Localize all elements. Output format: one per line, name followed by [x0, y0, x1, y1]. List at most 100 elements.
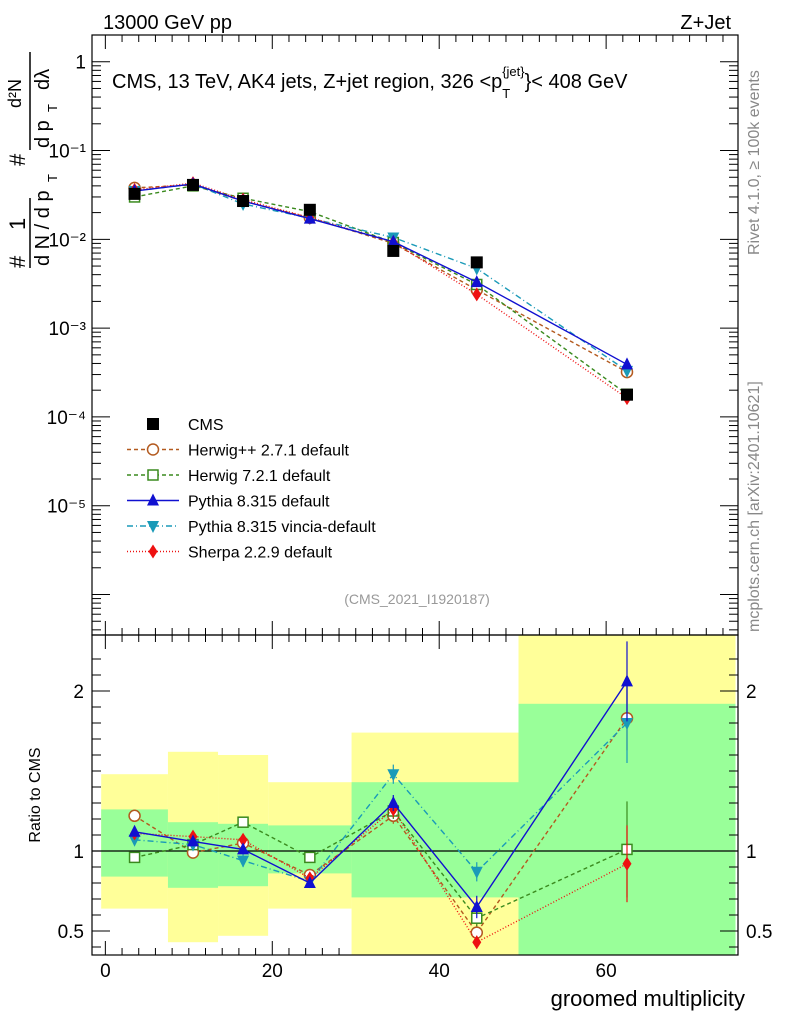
point-cms: [186, 178, 199, 191]
ratio-point-pythia: [128, 824, 141, 837]
point-pythia: [470, 275, 483, 288]
point-cms: [303, 203, 316, 216]
series-herwigpp: [128, 178, 634, 379]
point-pythia: [303, 211, 316, 224]
ratio-y-tick-label-right: 2: [746, 682, 757, 703]
ratio-panel: Ratio to CMS groomed multiplicity 0.5 0.5…: [27, 635, 772, 1011]
legend-marker-herwigpp: [146, 443, 160, 456]
ratio-point-herwig7: [128, 851, 141, 864]
ratio-point-herwigpp: [128, 809, 141, 823]
legend-item-vincia: Pythia 8.315 vincia-default: [127, 519, 376, 536]
header-right: Z+Jet: [680, 12, 731, 34]
series-pythia: [128, 176, 633, 370]
legend-marker-pythia: [147, 493, 159, 506]
y-tick-label: 10⁻²: [49, 230, 87, 251]
series-sherpa: [130, 176, 632, 406]
ratio-y-tick-label-right: 1: [746, 842, 757, 863]
xlabel: groomed multiplicity: [551, 986, 745, 1011]
point-cms: [470, 256, 483, 269]
main-ylabel: # 1 d N / d p T # d²N d p T dλ: [5, 52, 60, 268]
ylabel-t-sub-2: T: [45, 104, 60, 112]
ratio-ylabel: Ratio to CMS: [27, 747, 44, 842]
ratio-point-vincia: [387, 769, 400, 782]
legend-item-pythia: Pythia 8.315 default: [127, 493, 330, 511]
ratio-y-tick-label: 1: [73, 842, 84, 863]
ylabel-one: 1: [5, 218, 30, 230]
ylabel-dpt: d p: [32, 120, 54, 148]
uncertainty-band-inner: [351, 782, 519, 898]
legend-item-herwigpp: Herwig++ 2.7.1 default: [127, 443, 350, 460]
legend-item-herwig7: Herwig 7.2.1 default: [127, 468, 331, 485]
legend-label-herwigpp: Herwig++ 2.7.1 default: [188, 443, 350, 460]
ratio-point-herwig7: [304, 851, 316, 864]
ratio-point-vincia: [128, 834, 141, 847]
legend-label-pythia: Pythia 8.315 default: [188, 494, 330, 511]
series-vincia: [128, 178, 633, 378]
point-pythia: [620, 357, 633, 370]
ylabel-hash-2: #: [5, 153, 30, 166]
mcplots-label: mcplots.cern.ch [arXiv:2401.10621]: [746, 381, 763, 632]
point-sherpa: [472, 287, 482, 302]
legend-marker-sherpa: [148, 544, 158, 559]
ratio-point-herwig7: [237, 816, 249, 828]
point-pythia: [387, 234, 400, 247]
point-cms: [128, 187, 141, 200]
uncertainty-band-inner: [268, 825, 352, 874]
ratio-point-pythia: [237, 842, 250, 855]
series-line-sherpa: [134, 182, 628, 399]
ylabel-dlambda: dλ: [32, 69, 54, 90]
legend: CMS Herwig++ 2.7.1 default Herwig 7.2.1 de…: [127, 417, 376, 562]
legend-item-cms: CMS: [147, 417, 224, 434]
point-cms: [620, 388, 633, 401]
ratio-y-tick-label: 0.5: [58, 922, 84, 943]
ratio-y-tick-label-right: 0.5: [746, 922, 772, 943]
point-cms: [237, 195, 250, 208]
legend-marker-herwig7: [147, 469, 159, 481]
main-title: CMS, 13 TeV, AK4 jets, Z+jet region, 326…: [112, 64, 628, 101]
legend-item-sherpa: Sherpa 2.2.9 default: [127, 544, 333, 562]
ratio-series-pythia: [128, 641, 633, 919]
ylabel-dn: d N / d p: [32, 190, 54, 266]
ylabel-t-sub: T: [45, 174, 60, 182]
y-tick-label: 10⁻⁵: [47, 497, 86, 518]
ratio-point-sherpa: [472, 935, 482, 950]
ratio-point-pythia: [470, 900, 483, 912]
legend-label-vincia: Pythia 8.315 vincia-default: [188, 519, 376, 536]
series-herwig7: [128, 180, 633, 401]
series-line-pythia: [134, 183, 628, 366]
point-cms: [387, 244, 400, 257]
ratio-frame: [91, 634, 739, 956]
legend-label-herwig7: Herwig 7.2.1 default: [188, 468, 331, 485]
ratio-point-pythia: [620, 674, 633, 687]
legend-label-cms: CMS: [188, 417, 224, 434]
x-tick-label: 40: [429, 961, 450, 982]
x-tick-label: 20: [262, 961, 283, 982]
header-left: 13000 GeV pp: [103, 12, 232, 34]
ylabel-hash-1: #: [5, 255, 30, 268]
ratio-point-pythia: [186, 834, 199, 847]
ylabel-d2n: d²N: [5, 79, 25, 108]
ratio-point-sherpa: [622, 856, 632, 871]
series-cms: [128, 178, 633, 401]
ratio-point-vincia: [620, 718, 633, 730]
y-tick-label: 10⁻⁴: [47, 408, 86, 429]
series-line-herwigpp: [134, 184, 628, 373]
legend-label-sherpa: Sherpa 2.2.9 default: [188, 545, 333, 562]
series-line-herwig7: [134, 185, 628, 395]
ratio-point-vincia: [237, 855, 250, 868]
ratio-point-pythia: [303, 876, 316, 888]
y-tick-label: 10⁻³: [49, 319, 87, 340]
legend-marker-vincia: [147, 521, 159, 533]
y-tick-label: 10⁻¹: [49, 142, 87, 163]
x-tick-label: 60: [596, 961, 617, 982]
ratio-point-sherpa: [238, 832, 248, 847]
ratio-point-pythia: [387, 796, 400, 808]
ratio-y-tick-label: 2: [73, 682, 84, 703]
analysis-watermark: (CMS_2021_I1920187): [344, 591, 490, 607]
x-tick-label: 0: [100, 961, 111, 982]
ratio-point-vincia: [470, 866, 483, 879]
rivet-label: Rivet 4.1.0, ≥ 100k events: [746, 70, 763, 255]
legend-marker-cms: [147, 418, 159, 430]
y-tick-label: 1: [75, 53, 86, 74]
